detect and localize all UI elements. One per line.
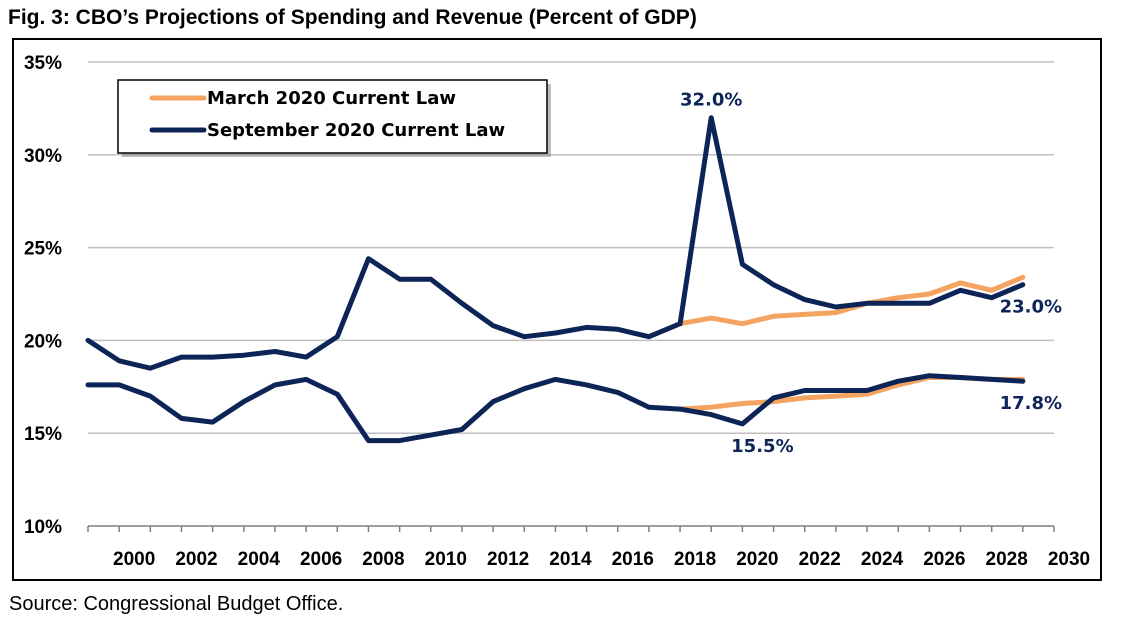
x-tick-label: 2028 — [986, 549, 1028, 570]
x-tick-label: 2008 — [362, 549, 404, 570]
x-tick-label: 2024 — [861, 549, 904, 570]
legend-box — [117, 79, 548, 154]
y-tick-label: 20% — [24, 331, 62, 352]
x-tick-label: 2016 — [612, 549, 654, 570]
data-label: 32.0% — [680, 90, 742, 111]
x-tick-label: 2022 — [799, 549, 841, 570]
data-label: 23.0% — [1000, 297, 1062, 318]
x-tick-label: 2030 — [1048, 549, 1090, 570]
legend-entry: September 2020 Current Law — [207, 120, 505, 141]
september-2020-series-line — [85, 115, 1026, 371]
line-chart: 10%15%20%25%30%35% 2000 2002 2004 2006 2008 2… — [24, 53, 1090, 570]
x-tick-label: 2014 — [549, 549, 592, 570]
x-axis — [87, 525, 1055, 532]
march-2020-series-line — [677, 274, 1026, 327]
x-tick-label: 2012 — [487, 549, 529, 570]
x-tick-label: 2010 — [425, 549, 467, 570]
x-tick-label: 2026 — [923, 549, 965, 570]
data-label: 17.8% — [1000, 393, 1062, 414]
chart-frame: 10% 15% 20% 25% 30% 35% 2000 2002 2004 2006 2008 2… — [12, 38, 1102, 581]
x-tick-label: 2000 — [113, 549, 155, 570]
x-axis-tick-labels: 2000 2002 2004 2006 2008 2010 2012 2014 2016 2018… — [113, 549, 1090, 570]
y-tick-label: 30% — [24, 146, 62, 167]
y-axis-tick-labels: 10% 15% 20% 25% 30% 35% — [24, 53, 62, 538]
legend: March 2020 Current Law September 2020 Cur… — [117, 79, 551, 157]
figure-title: Fig. 3: CBO’s Projections of Spending an… — [8, 6, 697, 29]
september-2020-series-line — [85, 373, 1026, 444]
y-tick-label: 15% — [24, 424, 62, 445]
data-labels: 32.0% 23.0% 15.5% 17.8% — [680, 90, 1062, 457]
series-lines — [85, 115, 1026, 444]
source-note: Source: Congressional Budget Office. — [9, 593, 344, 615]
data-label: 15.5% — [731, 436, 793, 457]
x-tick-label: 2006 — [300, 549, 342, 570]
y-tick-label: 10% — [24, 517, 62, 538]
march-2020-series-line — [677, 375, 1026, 412]
legend-entry: March 2020 Current Law — [207, 88, 456, 109]
y-tick-label: 25% — [24, 239, 62, 260]
x-tick-label: 2020 — [736, 549, 778, 570]
x-tick-label: 2004 — [238, 549, 281, 570]
x-tick-label: 2018 — [674, 549, 716, 570]
y-tick-label: 35% — [24, 53, 62, 74]
x-tick-label: 2002 — [175, 549, 217, 570]
